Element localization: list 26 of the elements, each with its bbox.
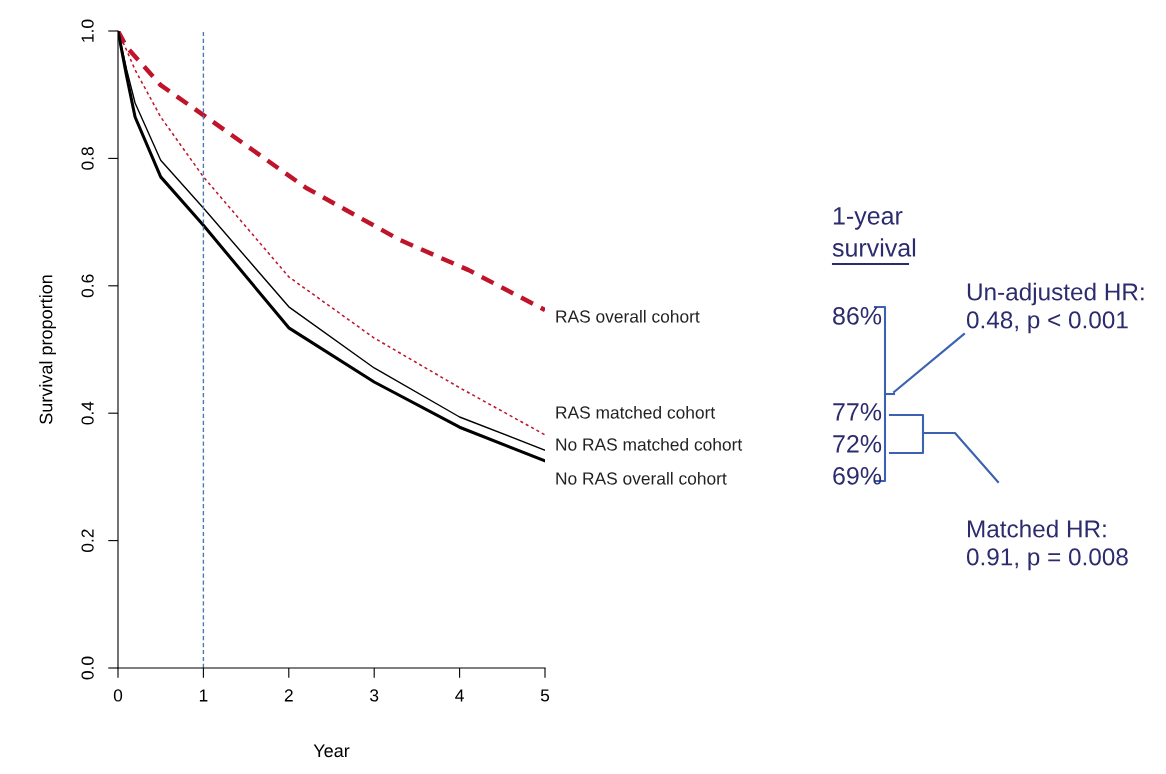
x-tick-label: 3 (370, 689, 379, 702)
y-tick-label: 1.0 (81, 19, 94, 42)
text: survival (832, 238, 916, 257)
y-axis-title: Survival proportion (39, 275, 56, 424)
text: 72% (833, 435, 882, 453)
series-label: RAS overall cohort (556, 309, 700, 323)
y-tick-label: 0.2 (81, 529, 94, 552)
text: Un-adjusted HR: 0.48, p < 0.001 (966, 282, 1144, 334)
x-tick-label: 4 (455, 689, 464, 702)
series-label: No RAS matched cohort (556, 437, 743, 451)
text: 1-year (833, 207, 903, 230)
text: 86% (833, 307, 882, 325)
y-tick-label: 0.0 (81, 656, 94, 680)
series-label: RAS matched cohort (556, 405, 716, 419)
x-tick-label: 5 (540, 689, 550, 702)
y-tick-label: 0.4 (81, 401, 94, 425)
x-tick-label: 1 (199, 689, 208, 702)
x-axis-title: Year (313, 744, 350, 758)
x-tick-label: 2 (284, 689, 293, 702)
text: 77% (833, 403, 882, 421)
text: Matched HR: 0.91, p = 0.008 (966, 519, 1128, 571)
x-tick-label: 0 (113, 689, 123, 702)
y-tick-label: 0.8 (81, 147, 94, 170)
y-tick-label: 0.6 (81, 274, 94, 298)
text: 69% (833, 467, 882, 485)
series-label: No RAS overall cohort (556, 471, 727, 485)
